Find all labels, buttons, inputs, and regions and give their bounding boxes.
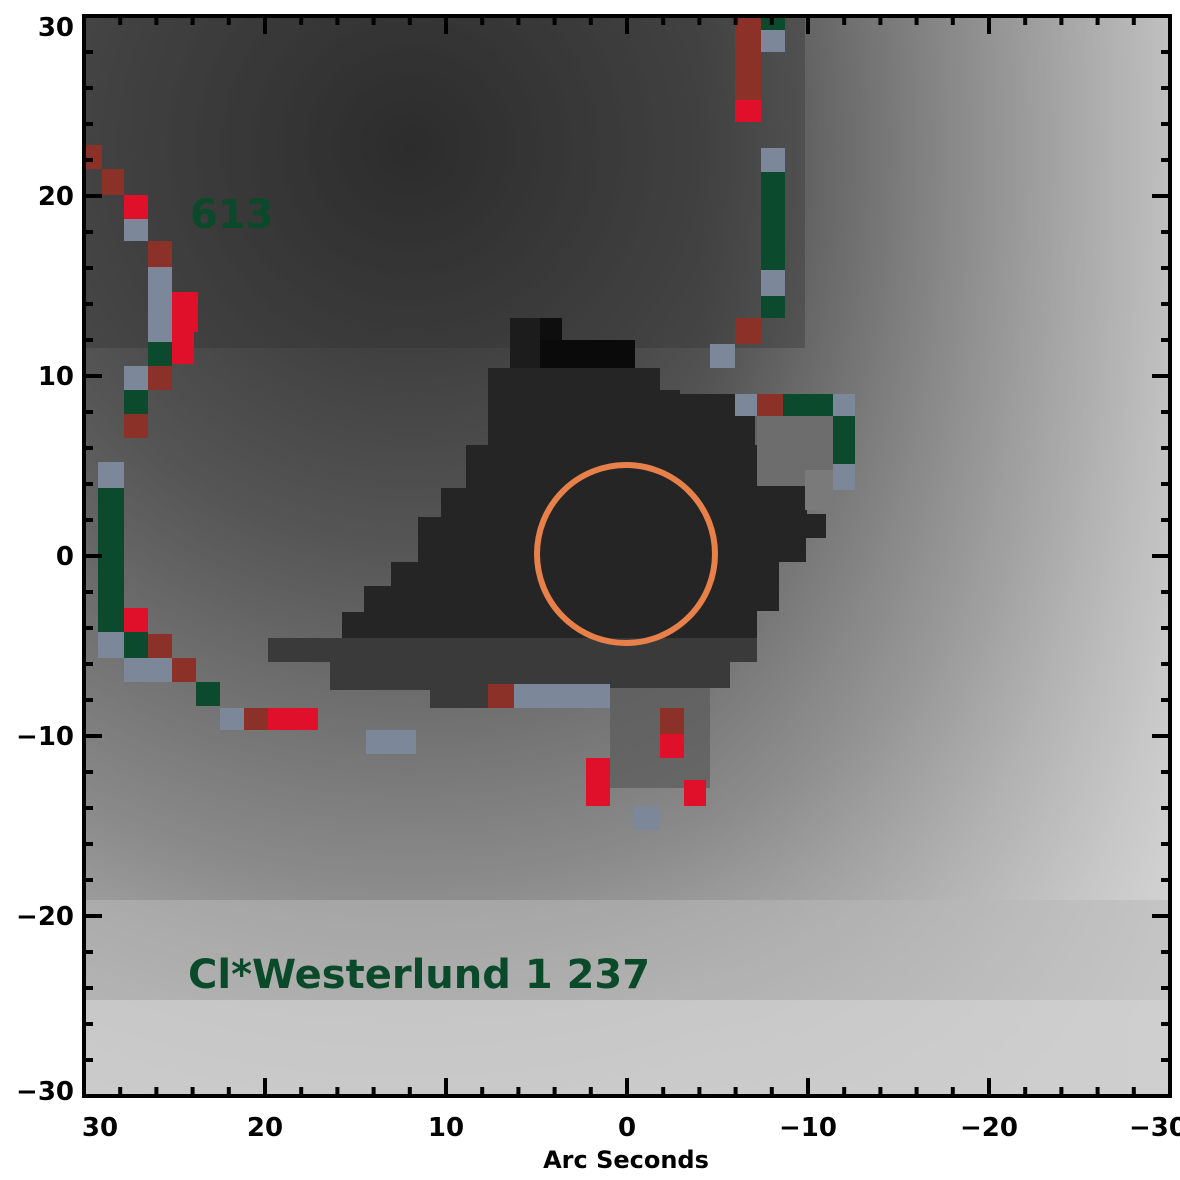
x-tick-label: 20 [247, 1113, 283, 1143]
contour-left [85, 145, 610, 754]
axis-ticks [82, 14, 1172, 1098]
y-tick-labels: 30 20 10 0 −10 −20 −30 [16, 13, 74, 1107]
y-tick-label: 0 [56, 542, 74, 572]
y-tick-label: 20 [38, 182, 74, 212]
x-tick-label: 30 [82, 1113, 118, 1143]
label-number: 613 [190, 192, 274, 238]
x-tick-label: −30 [1129, 1113, 1180, 1143]
intensity-map [85, 18, 1169, 1094]
x-tick-label: 10 [428, 1113, 464, 1143]
y-tick-label: −20 [16, 902, 74, 932]
core-region [342, 368, 826, 638]
y-tick-label: −30 [16, 1077, 74, 1107]
x-tick-labels: 30 20 10 0 −10 −20 −30 [82, 1113, 1180, 1143]
aperture-circle [534, 462, 718, 646]
x-tick-label: 0 [618, 1113, 636, 1143]
contour-right [710, 14, 855, 490]
y-tick-label: 30 [38, 13, 74, 43]
y-tick-label: 10 [38, 362, 74, 392]
x-tick-label: −20 [960, 1113, 1018, 1143]
x-tick-label: −10 [779, 1113, 837, 1143]
y-tick-label: −10 [16, 722, 74, 752]
label-object: Cl*Westerlund 1 237 [188, 952, 650, 998]
x-axis-label: Arc Seconds [543, 1146, 709, 1174]
contour-bottom [586, 708, 706, 830]
